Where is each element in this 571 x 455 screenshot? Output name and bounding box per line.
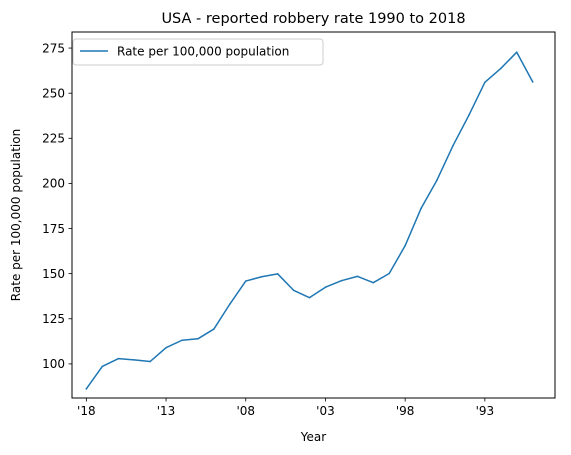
y-tick-label: 225 xyxy=(42,132,65,146)
x-tick-label: '13 xyxy=(157,404,176,418)
data-point xyxy=(165,346,167,349)
data-point xyxy=(213,328,215,330)
data-point xyxy=(260,275,263,278)
x-axis-title: Year xyxy=(300,430,326,444)
data-point xyxy=(340,279,343,282)
data-point xyxy=(308,296,311,299)
data-point xyxy=(181,339,183,342)
data-point xyxy=(404,244,406,247)
x-tick-label: '18 xyxy=(77,404,96,418)
data-point xyxy=(149,360,151,363)
data-point xyxy=(436,179,438,181)
y-axis-title: Rate per 100,000 population xyxy=(9,129,23,301)
data-point xyxy=(452,144,454,147)
legend-label: Rate per 100,000 population xyxy=(117,45,289,59)
data-point xyxy=(133,359,135,361)
plot-area xyxy=(71,31,556,399)
x-tick-label: '08 xyxy=(236,404,255,418)
legend: Rate per 100,000 population xyxy=(72,38,324,66)
y-axis: 100 125 150 175 200 225 250 275 xyxy=(42,41,72,371)
data-point xyxy=(515,51,518,54)
data-point xyxy=(531,81,534,83)
series-layer xyxy=(85,51,534,390)
data-point xyxy=(388,272,391,275)
data-point xyxy=(85,388,88,390)
data-point xyxy=(372,281,375,284)
x-tick-label: '93 xyxy=(476,404,495,418)
chart-title: USA - reported robbery rate 1990 to 2018 xyxy=(161,11,465,27)
y-tick-label: 125 xyxy=(42,312,65,326)
data-point xyxy=(324,286,327,288)
data-point xyxy=(117,357,120,360)
data-point xyxy=(356,275,359,278)
data-point xyxy=(229,303,231,305)
data-point xyxy=(197,338,199,340)
y-tick-label: 100 xyxy=(42,357,65,371)
legend-box xyxy=(72,38,324,66)
y-tick-label: 175 xyxy=(42,222,65,236)
data-point xyxy=(500,67,502,70)
data-point xyxy=(420,207,422,210)
x-tick-label: '03 xyxy=(316,404,335,418)
data-point xyxy=(292,289,295,292)
data-point xyxy=(244,280,247,282)
x-axis: '18 '13 '08 '03 '98 '93 xyxy=(77,398,494,418)
plot-frame xyxy=(71,31,556,399)
y-tick-label: 250 xyxy=(42,86,65,100)
data-point xyxy=(468,114,470,116)
series-line xyxy=(85,51,534,390)
y-tick-label: 150 xyxy=(42,267,65,281)
data-point xyxy=(101,365,104,368)
data-point xyxy=(484,81,486,84)
y-tick-label: 200 xyxy=(42,177,65,191)
data-point xyxy=(276,273,279,275)
y-tick-label: 275 xyxy=(42,41,65,55)
x-tick-label: '98 xyxy=(396,404,415,418)
